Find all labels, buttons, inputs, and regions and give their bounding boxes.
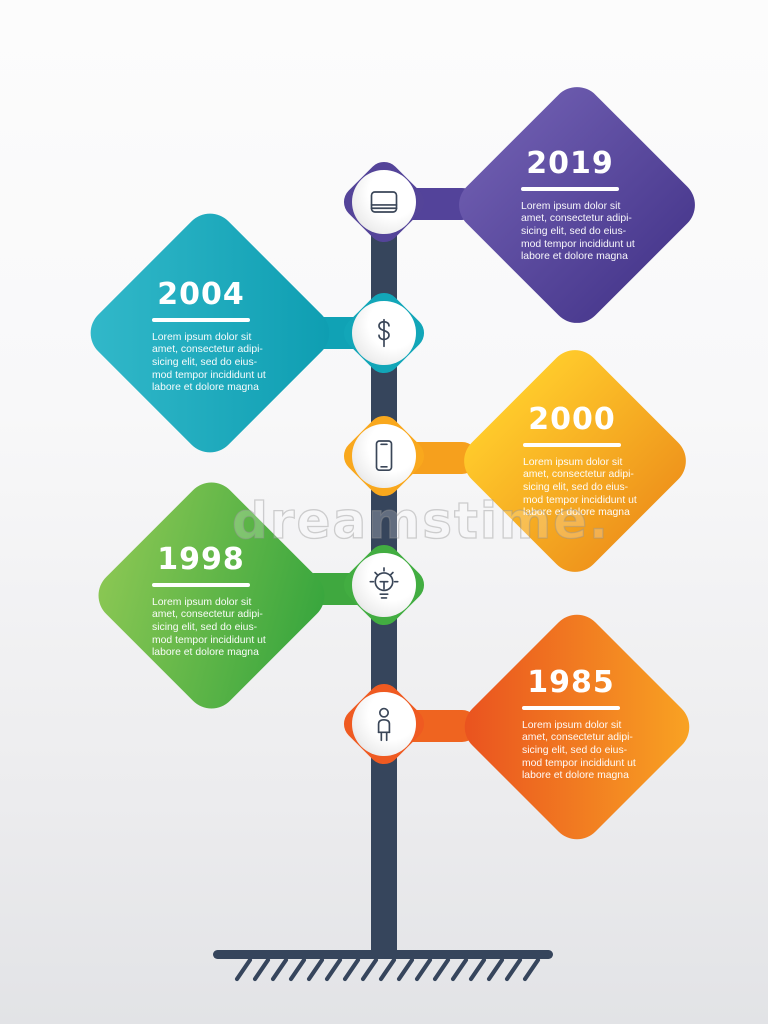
year-divider [152, 318, 250, 322]
node-icon-circle [352, 553, 416, 617]
milestone-content: 1985 Lorem ipsum dolor sit amet, consect… [522, 665, 636, 783]
milestone-description: Lorem ipsum dolor sit amet, consectetur … [521, 200, 635, 263]
milestone-description: Lorem ipsum dolor sit amet, consectetur … [152, 331, 266, 394]
milestone-year: 2000 [528, 402, 616, 437]
year-divider [522, 706, 620, 710]
timeline-base [213, 950, 553, 982]
milestone-year: 2019 [526, 146, 614, 181]
milestone-content: 2004 Lorem ipsum dolor sit amet, consect… [152, 277, 266, 395]
year-divider [523, 443, 621, 447]
node-icon-circle [352, 301, 416, 365]
year-divider [152, 583, 250, 587]
milestone-year: 1985 [527, 665, 615, 700]
milestone-content: 2019 Lorem ipsum dolor sit amet, consect… [521, 146, 635, 264]
node-icon-circle [352, 424, 416, 488]
person-icon [377, 707, 391, 742]
lightbulb-icon [369, 567, 399, 599]
milestone-content: 2000 Lorem ipsum dolor sit amet, consect… [523, 402, 637, 520]
node-icon-circle [352, 170, 416, 234]
dollar-icon [378, 318, 390, 348]
milestone-year: 1998 [157, 542, 245, 577]
milestone-description: Lorem ipsum dolor sit amet, consectetur … [522, 719, 636, 782]
card-icon [370, 191, 398, 213]
milestone-description: Lorem ipsum dolor sit amet, consectetur … [523, 456, 637, 519]
milestone-description: Lorem ipsum dolor sit amet, consectetur … [152, 596, 266, 659]
base-bar [213, 950, 553, 959]
ground-hatching [234, 957, 541, 982]
milestone-year: 2004 [157, 277, 245, 312]
smartphone-icon [375, 440, 393, 471]
node-icon-circle [352, 692, 416, 756]
milestone-content: 1998 Lorem ipsum dolor sit amet, consect… [152, 542, 266, 660]
year-divider [521, 187, 619, 191]
